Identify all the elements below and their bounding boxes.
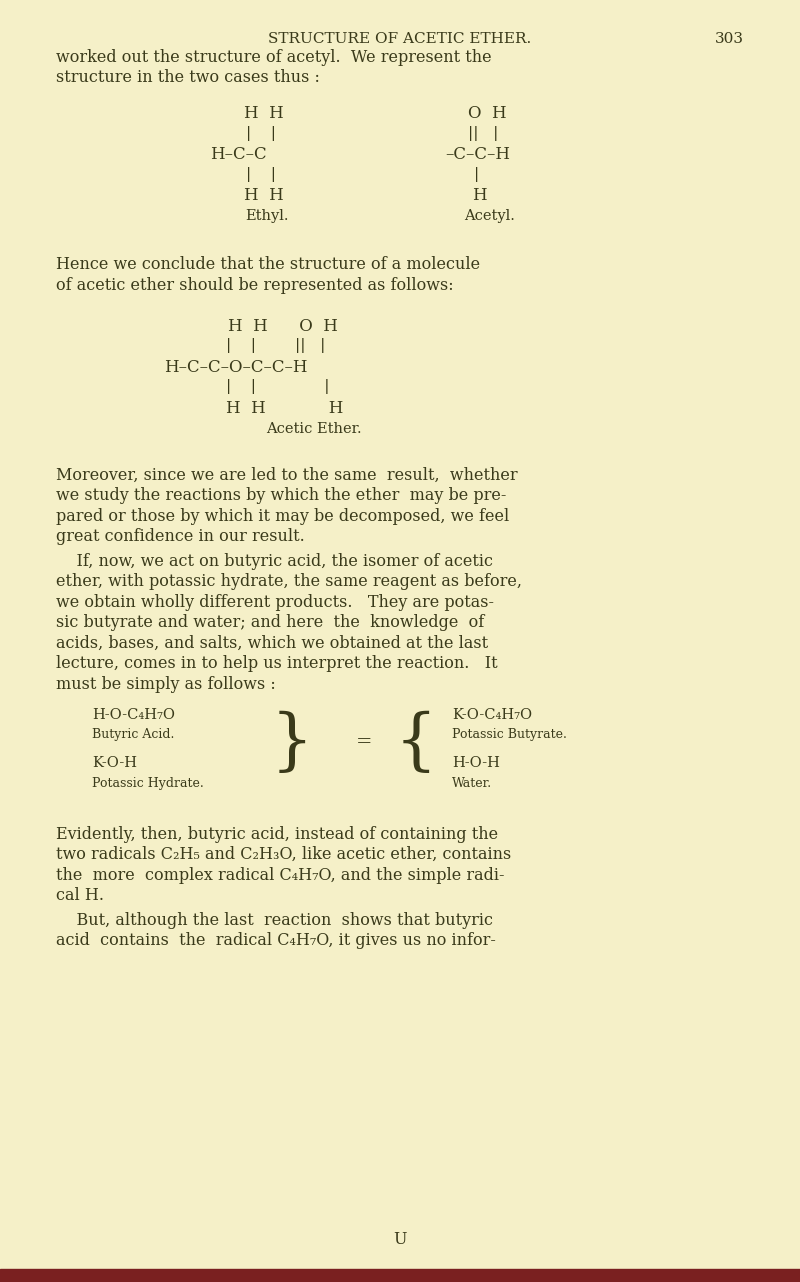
Text: of acetic ether should be represented as follows:: of acetic ether should be represented as…: [56, 277, 454, 294]
Text: K-O-H: K-O-H: [92, 756, 137, 770]
Text: acid  contains  the  radical C₄H₇O, it gives us no infor-: acid contains the radical C₄H₇O, it give…: [56, 932, 496, 949]
Text: we obtain wholly different products.   They are potas-: we obtain wholly different products. The…: [56, 594, 494, 610]
Text: H  H: H H: [244, 105, 284, 122]
Text: |    |: | |: [246, 126, 277, 141]
Text: H: H: [472, 187, 486, 204]
Text: Acetic Ether.: Acetic Ether.: [266, 422, 362, 436]
Text: K-O-C₄H₇O: K-O-C₄H₇O: [452, 708, 532, 722]
Text: H  H      O  H: H H O H: [228, 318, 338, 335]
Text: |: |: [474, 167, 479, 182]
Text: worked out the structure of acetyl.  We represent the: worked out the structure of acetyl. We r…: [56, 49, 492, 65]
Text: ||   |: || |: [468, 126, 498, 141]
Text: H–C–C–O–C–C–H: H–C–C–O–C–C–H: [164, 359, 307, 376]
Text: lecture, comes in to help us interpret the reaction.   It: lecture, comes in to help us interpret t…: [56, 655, 498, 672]
Text: Evidently, then, butyric acid, instead of containing the: Evidently, then, butyric acid, instead o…: [56, 826, 498, 842]
Bar: [0, 1269, 800, 1282]
Text: two radicals C₂H₅ and C₂H₃O, like acetic ether, contains: two radicals C₂H₅ and C₂H₃O, like acetic…: [56, 846, 511, 863]
Text: must be simply as follows :: must be simply as follows :: [56, 676, 276, 692]
Text: Butyric Acid.: Butyric Acid.: [92, 728, 174, 741]
Text: }: }: [270, 712, 314, 776]
Text: cal H.: cal H.: [56, 887, 104, 904]
Text: great confidence in our result.: great confidence in our result.: [56, 528, 305, 545]
Text: H–C–C: H–C–C: [210, 146, 266, 163]
Text: 303: 303: [715, 32, 744, 46]
Text: Acetyl.: Acetyl.: [464, 209, 515, 223]
Text: STRUCTURE OF ACETIC ETHER.: STRUCTURE OF ACETIC ETHER.: [268, 32, 532, 46]
Text: acids, bases, and salts, which we obtained at the last: acids, bases, and salts, which we obtain…: [56, 635, 488, 651]
Text: ether, with potassic hydrate, the same reagent as before,: ether, with potassic hydrate, the same r…: [56, 573, 522, 590]
Text: O  H: O H: [468, 105, 506, 122]
Text: Ethyl.: Ethyl.: [246, 209, 289, 223]
Text: Water.: Water.: [452, 777, 492, 790]
Text: Hence we conclude that the structure of a molecule: Hence we conclude that the structure of …: [56, 256, 480, 273]
Text: |    |              |: | | |: [226, 379, 329, 395]
Text: =: =: [356, 733, 372, 751]
Text: Potassic Butyrate.: Potassic Butyrate.: [452, 728, 567, 741]
Text: But, although the last  reaction  shows that butyric: But, although the last reaction shows th…: [56, 912, 493, 928]
Text: H  H: H H: [244, 187, 284, 204]
Text: {: {: [394, 712, 438, 776]
Text: –C–C–H: –C–C–H: [446, 146, 510, 163]
Text: pared or those by which it may be decomposed, we feel: pared or those by which it may be decomp…: [56, 508, 510, 524]
Text: |    |        ||   |: | | || |: [226, 338, 325, 354]
Text: Moreover, since we are led to the same  result,  whether: Moreover, since we are led to the same r…: [56, 467, 518, 483]
Text: |    |: | |: [246, 167, 277, 182]
Text: the  more  complex radical C₄H₇O, and the simple radi-: the more complex radical C₄H₇O, and the …: [56, 867, 505, 883]
Text: Potassic Hydrate.: Potassic Hydrate.: [92, 777, 204, 790]
Text: If, now, we act on butyric acid, the isomer of acetic: If, now, we act on butyric acid, the iso…: [56, 553, 493, 569]
Text: H-O-C₄H₇O: H-O-C₄H₇O: [92, 708, 175, 722]
Text: U: U: [394, 1231, 406, 1247]
Text: structure in the two cases thus :: structure in the two cases thus :: [56, 69, 320, 86]
Text: H-O-H: H-O-H: [452, 756, 500, 770]
Text: we study the reactions by which the ether  may be pre-: we study the reactions by which the ethe…: [56, 487, 506, 504]
Text: H  H            H: H H H: [226, 400, 343, 417]
Text: sic butyrate and water; and here  the  knowledge  of: sic butyrate and water; and here the kno…: [56, 614, 484, 631]
